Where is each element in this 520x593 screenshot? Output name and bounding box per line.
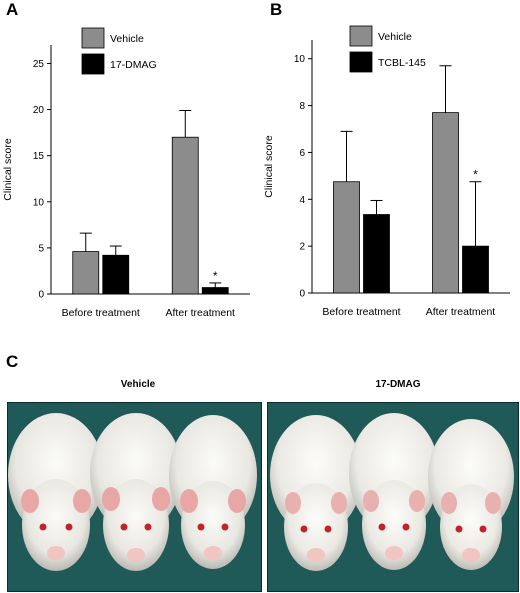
legend-label: TCBL-145	[378, 57, 426, 69]
category-label: Before treatment	[62, 307, 140, 319]
bar-17-dmag-1	[201, 287, 229, 295]
y-tick-label: 5	[38, 243, 44, 254]
mouse-6	[428, 419, 514, 570]
y-tick-label: 25	[33, 59, 45, 70]
y-tick-label: 10	[294, 54, 306, 65]
category-label: Before treatment	[322, 306, 400, 318]
bar-vehicle-0	[333, 181, 360, 294]
17dmag-mice-illustration	[268, 403, 518, 591]
mouse-4	[270, 415, 362, 571]
legend-label: 17-DMAG	[110, 59, 157, 71]
legend-swatch	[349, 25, 373, 47]
panel-b-letter: B	[270, 0, 283, 19]
photo-17dmag-title: 17-DMAG	[375, 379, 421, 390]
significance-asterisk: *	[473, 168, 478, 182]
category-label: After treatment	[426, 306, 496, 318]
legend-label: Vehicle	[110, 33, 144, 45]
legend-swatch	[81, 27, 105, 49]
legend-swatch	[81, 53, 105, 75]
y-tick-label: 4	[299, 195, 305, 206]
chart-a: 0 5 10 15 20 25 Clinical score Before treatment…	[2, 27, 250, 319]
y-axis-label: Clinical score	[2, 138, 14, 201]
y-tick-label: 8	[299, 101, 305, 112]
mouse-1	[8, 413, 104, 571]
photo-vehicle	[7, 402, 262, 592]
mouse-3	[169, 415, 257, 569]
bar-tcbl-145-1	[462, 245, 489, 294]
photo-17dmag	[267, 402, 519, 592]
legend-swatch	[349, 51, 373, 73]
legend-label: Vehicle	[378, 31, 412, 43]
bar-vehicle-0	[72, 251, 100, 295]
y-tick-label: 15	[33, 151, 45, 162]
panel-c-letter: C	[6, 352, 19, 371]
y-tick-label: 0	[299, 289, 305, 300]
bar-tcbl-145-0	[363, 214, 390, 294]
panel-a-letter: A	[6, 0, 19, 19]
bar-vehicle-1	[432, 112, 459, 294]
bar-vehicle-1	[171, 136, 199, 295]
significance-asterisk: *	[213, 269, 218, 283]
mouse-5	[349, 413, 439, 570]
y-tick-label: 20	[33, 105, 45, 116]
y-axis-label: Clinical score	[263, 135, 275, 198]
bar-17-dmag-0	[102, 254, 130, 295]
y-tick-label: 0	[38, 290, 44, 301]
chart-b: 0 2 4 6 8 10 Clinical score Before treatment Aft…	[263, 25, 510, 318]
category-label: After treatment	[166, 307, 236, 319]
y-tick-label: 10	[33, 197, 45, 208]
photo-vehicle-title: Vehicle	[120, 379, 156, 390]
vehicle-mice-illustration	[8, 403, 261, 591]
mouse-2	[90, 413, 182, 571]
y-tick-label: 2	[299, 242, 305, 253]
y-tick-label: 6	[299, 148, 305, 159]
